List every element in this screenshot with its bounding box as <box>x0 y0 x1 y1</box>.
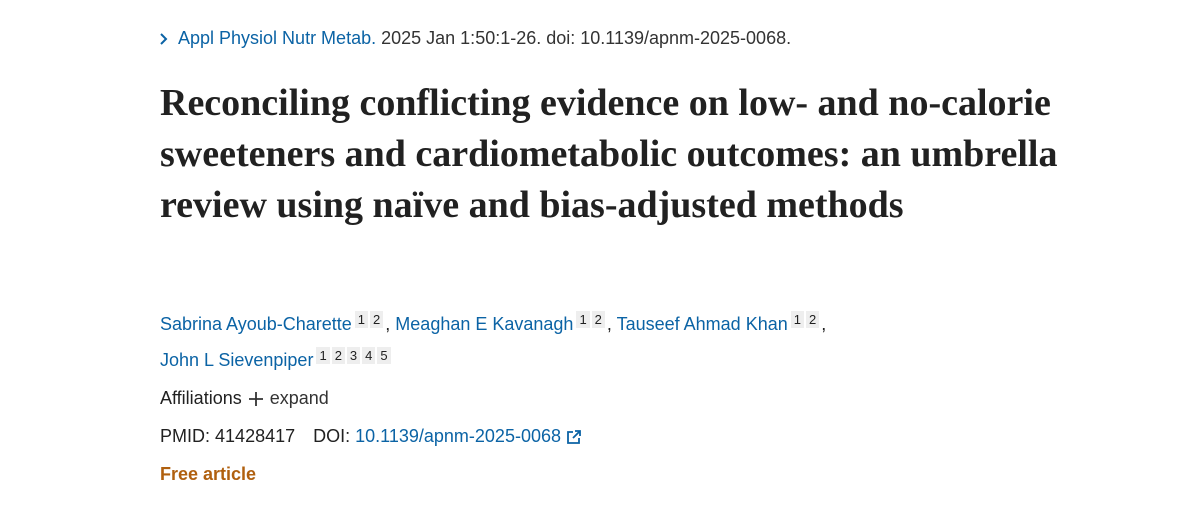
plus-icon[interactable] <box>242 389 270 409</box>
author-separator: , <box>821 314 827 334</box>
author: Meaghan E Kavanagh 1 2, <box>395 311 612 334</box>
pmid: 41428417 <box>215 426 296 446</box>
affiliation-ref[interactable]: 2 <box>370 311 384 328</box>
author-separator: , <box>385 314 391 334</box>
article-title: Reconciling conflicting evidence on low-… <box>160 82 1058 226</box>
affiliations-label: Affiliations <box>160 388 242 408</box>
affiliation-ref[interactable]: 5 <box>377 347 391 364</box>
affiliation-ref[interactable]: 1 <box>354 311 369 328</box>
affiliation-ref[interactable]: 4 <box>362 347 376 364</box>
author-name[interactable]: John L Sievenpiper <box>160 350 314 370</box>
author-name[interactable]: Sabrina Ayoub-Charette <box>160 314 352 334</box>
author-name[interactable]: Tauseef Ahmad Khan <box>616 314 788 334</box>
affiliation-ref[interactable]: 1 <box>316 347 330 364</box>
affiliation-ref[interactable]: 1 <box>576 311 590 328</box>
author: John L Sievenpiper 1 2 3 4 5 <box>160 347 393 370</box>
journal-link[interactable]: Appl Physiol Nutr Metab. <box>178 28 377 48</box>
free-article[interactable]: Free article <box>160 464 257 484</box>
chevron-icon <box>160 32 168 45</box>
author-name[interactable]: Meaghan E Kavanagh <box>395 314 574 334</box>
doi-label: DOI: <box>313 426 351 446</box>
affiliation-ref[interactable]: 2 <box>805 311 820 328</box>
author: Tauseef Ahmad Khan 1 2, <box>616 311 827 334</box>
author-list: Sabrina Ayoub-Charette 1 2, Meaghan E Kava… <box>160 304 1060 376</box>
citation: Appl Physiol Nutr Metab. 2025 Jan 1:50:1… <box>158 28 791 49</box>
affiliation-ref[interactable]: 3 <box>346 347 361 364</box>
expand-toggle[interactable]: expand <box>269 388 329 408</box>
affiliation-ref[interactable]: 1 <box>790 311 804 328</box>
doi-link[interactable]: 10.1139/apnm-2025-0068 <box>355 426 561 446</box>
external-link-icon <box>567 429 581 444</box>
citation-details: 2025 Jan 1:50:1-26. doi: 10.1139/apnm-20… <box>381 28 792 48</box>
identifiers-row: PMID: 41428417 DOI: 10.1139/apnm-2025-00… <box>160 426 584 447</box>
affiliation-ref[interactable]: 2 <box>591 311 605 328</box>
affiliation-ref[interactable]: 2 <box>331 347 345 364</box>
author: Sabrina Ayoub-Charette 1 2, <box>160 311 391 334</box>
affiliations-row: Affiliations expand <box>160 388 329 409</box>
pmid-label: PMID: <box>160 426 211 446</box>
author-separator: , <box>606 314 612 334</box>
